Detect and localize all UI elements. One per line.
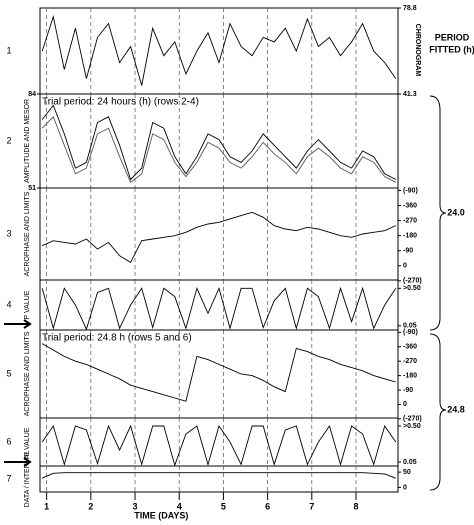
row-label: 4 xyxy=(6,299,11,309)
x-tick-label: 2 xyxy=(88,501,93,511)
y-tick-label: (-90) xyxy=(403,187,418,194)
y-tick-label: 0 xyxy=(403,263,407,270)
x-tick-label: 7 xyxy=(309,501,314,511)
trace xyxy=(41,343,396,402)
y-axis-label: DATA / INTERVAL xyxy=(24,451,31,508)
chronogram-label: CHRONOGRAM xyxy=(414,24,421,77)
period-value: 24.8 xyxy=(447,404,465,414)
panel-frame xyxy=(39,465,399,493)
x-tick-label: 3 xyxy=(133,501,138,511)
trace xyxy=(41,115,397,184)
row-label: 1 xyxy=(6,45,11,55)
trace xyxy=(41,14,397,86)
x-tick-label: 5 xyxy=(221,501,226,511)
y-axis-label: P VALUE xyxy=(24,290,31,319)
period-value: 24.0 xyxy=(447,207,465,217)
row-label: 3 xyxy=(6,228,11,238)
y-tick-label: 0 xyxy=(403,484,407,491)
row-label: 5 xyxy=(6,368,11,378)
trace xyxy=(42,472,396,479)
y-tick-label: (-270) xyxy=(403,278,422,285)
y-tick-label: -360 xyxy=(403,344,417,351)
row-label: 6 xyxy=(6,436,11,446)
x-tick-label: 6 xyxy=(265,501,270,511)
x-tick-label: 4 xyxy=(177,501,182,511)
y-tick-label: -270 xyxy=(403,358,417,365)
y-axis-label: ACROPHASE AND LIMITS xyxy=(24,331,31,416)
y-tick-label: >0.50 xyxy=(403,285,421,292)
y-tick-label: -180 xyxy=(403,233,417,240)
panel-title: Trial period: 24.8 h (rows 5 and 6) xyxy=(42,333,192,344)
panel-frame xyxy=(39,93,399,189)
row-label: 7 xyxy=(6,473,11,483)
row-label: 2 xyxy=(6,135,11,145)
y-axis-label: AMPLITUDE AND MESOR xyxy=(24,99,31,183)
period-label: PERIOD xyxy=(435,32,470,42)
trace xyxy=(42,211,396,264)
y-tick-label: 50 xyxy=(403,469,411,476)
brace xyxy=(429,95,447,331)
y-tick-label: -90 xyxy=(403,248,413,255)
x-tick-label: 8 xyxy=(354,501,359,511)
y-tick-label: >0.50 xyxy=(403,423,421,430)
brace xyxy=(429,333,447,491)
y-tick-label: -270 xyxy=(403,217,417,224)
y-tick-label: 51 xyxy=(28,185,36,192)
y-tick-label: 0.05 xyxy=(403,459,417,466)
panel-frame xyxy=(39,187,399,281)
y-tick-label: 84 xyxy=(28,91,36,98)
panel-frame xyxy=(39,417,399,467)
y-tick-label: (-270) xyxy=(403,416,422,423)
period-label: FITTED (h) xyxy=(429,44,474,54)
y-tick-label: -360 xyxy=(403,202,417,209)
arrow xyxy=(4,319,32,329)
x-tick-label: 1 xyxy=(44,501,49,511)
y-axis-label: ACROPHASE AND LIMITS xyxy=(24,191,31,276)
trace xyxy=(41,286,397,331)
y-tick-label: 78.8 xyxy=(403,5,417,12)
y-tick-label: -90 xyxy=(403,387,413,394)
arrow xyxy=(4,457,32,467)
x-axis-label: TIME (DAYS) xyxy=(134,510,188,520)
trace xyxy=(41,424,397,467)
y-tick-label: -180 xyxy=(403,372,417,379)
y-tick-label: 0 xyxy=(403,401,407,408)
panel-title: Trial period: 24 hours (h) (rows 2-4) xyxy=(42,97,199,108)
y-tick-label: 0.05 xyxy=(403,323,417,330)
y-tick-label: (-90) xyxy=(403,329,418,336)
trace xyxy=(41,104,397,181)
y-tick-label: 41.3 xyxy=(403,91,417,98)
y-axis-label: P VALUE xyxy=(24,427,31,456)
